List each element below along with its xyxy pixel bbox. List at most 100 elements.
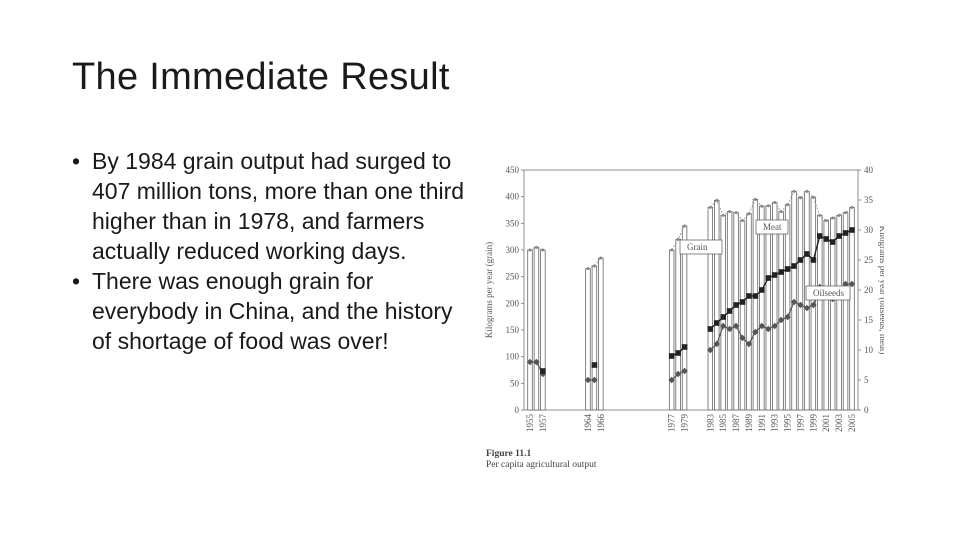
meat-point xyxy=(759,287,765,293)
grain-point xyxy=(837,213,841,217)
x-tick-label: 2003 xyxy=(834,414,844,433)
grain-bar xyxy=(707,206,714,411)
figure-caption-text: Per capita agricultural output xyxy=(486,460,597,470)
y2-tick-label: 40 xyxy=(864,165,874,175)
legend-grain-box xyxy=(679,239,723,255)
meat-point xyxy=(849,227,855,233)
x-tick-label: 1989 xyxy=(744,414,754,433)
x-tick-label: 1999 xyxy=(808,414,818,433)
grain-point xyxy=(592,264,596,268)
grain-bar xyxy=(527,249,533,411)
grain-bar xyxy=(836,214,842,411)
oilseeds-point xyxy=(707,346,714,354)
y-tick-label: 450 xyxy=(506,165,520,175)
y2-tick-label: 20 xyxy=(864,285,874,295)
y-tick-label: 250 xyxy=(506,272,520,282)
grain-point xyxy=(541,248,545,252)
meat-point xyxy=(836,233,842,239)
oilseeds-point xyxy=(810,301,817,309)
bullet-list: • By 1984 grain output had surged to 407… xyxy=(72,146,472,356)
meat-point xyxy=(842,230,849,236)
y2-tick-label: 35 xyxy=(864,195,874,205)
grain-point xyxy=(831,216,835,220)
grain-point xyxy=(741,219,745,223)
grain-bar xyxy=(829,217,836,411)
grain-point xyxy=(818,213,822,217)
meat-point xyxy=(668,353,675,359)
grain-point xyxy=(779,210,783,214)
grain-point xyxy=(676,237,680,241)
bullet-item: • By 1984 grain output had surged to 407… xyxy=(72,146,472,266)
meat-point xyxy=(804,251,810,257)
grain-bar xyxy=(784,204,791,411)
oilseeds-point xyxy=(533,358,540,366)
grain-bar xyxy=(746,213,752,411)
grain-point xyxy=(844,211,848,215)
grain-point xyxy=(586,267,590,271)
legend-meat-label: Meat xyxy=(763,222,782,232)
grain-point xyxy=(760,204,764,208)
y-tick-label: 200 xyxy=(506,298,520,308)
y-axis-label: Kilograms per year (grain) xyxy=(484,242,494,338)
meat-point xyxy=(810,257,817,263)
oilseeds-point xyxy=(732,322,740,330)
grain-point xyxy=(805,189,809,193)
bullet-text: By 1984 grain output had surged to 407 m… xyxy=(92,148,465,264)
x-tick-label: 1977 xyxy=(667,414,677,433)
legend-oilseeds-box xyxy=(805,285,851,301)
y-tick-label: 300 xyxy=(506,245,520,255)
grain-bar xyxy=(823,220,829,411)
y2-tick-label: 25 xyxy=(864,255,874,265)
grain-point xyxy=(786,203,790,207)
grain-point xyxy=(534,245,538,249)
y2-tick-label: 10 xyxy=(864,345,874,355)
oilseeds-point xyxy=(848,280,856,288)
meat-point xyxy=(771,272,778,278)
grain-point xyxy=(798,196,802,200)
x-tick-label: 1957 xyxy=(538,414,548,433)
meat-point xyxy=(713,320,720,326)
grain-point xyxy=(773,201,777,205)
oilseeds-point xyxy=(842,280,849,288)
meat-point xyxy=(540,368,546,374)
grain-bar xyxy=(765,205,771,411)
meat-point xyxy=(675,350,681,356)
y-tick-label: 50 xyxy=(510,378,520,388)
x-tick-label: 1991 xyxy=(757,414,767,432)
grain-point xyxy=(792,189,796,193)
meat-point xyxy=(829,239,836,245)
grain-point xyxy=(753,197,757,201)
x-tick-label: 1955 xyxy=(525,414,535,433)
grain-bar xyxy=(540,249,546,411)
grain-bar xyxy=(842,212,849,411)
meat-point xyxy=(791,263,797,269)
y-tick-label: 150 xyxy=(506,325,520,335)
x-tick-label: 1987 xyxy=(731,414,741,433)
grain-point xyxy=(715,198,719,202)
grain-bar xyxy=(778,211,784,411)
bullet-item: • There was enough grain for everybody i… xyxy=(72,266,472,356)
grain-point xyxy=(824,219,828,223)
meat-point xyxy=(746,293,752,299)
x-tick-label: 1979 xyxy=(680,414,690,433)
grain-bar xyxy=(533,246,540,411)
oilseeds-point xyxy=(713,340,721,348)
grain-point xyxy=(811,195,815,199)
bullet-marker: • xyxy=(72,268,81,294)
oilseeds-point xyxy=(526,358,534,366)
figure: 0 50 100 150 200 250 300 350 400 450 0 5 10 15 20 25 30 3… xyxy=(484,160,884,475)
meat-point xyxy=(591,362,598,368)
grain-point xyxy=(850,205,854,209)
grain-point xyxy=(670,248,674,252)
y-tick-label: 0 xyxy=(515,405,520,415)
grain-bar xyxy=(759,205,765,411)
x-tick-label: 1966 xyxy=(596,414,606,433)
y2-tick-label: 0 xyxy=(864,405,869,415)
grain-bar xyxy=(675,238,681,411)
grain-point xyxy=(683,224,687,228)
grain-bar xyxy=(849,206,855,411)
meat-point xyxy=(752,293,759,299)
slide-title: The Immediate Result xyxy=(72,56,450,98)
y2-axis-label: Kilograms per year (oilseeds, meat) xyxy=(878,226,884,355)
meat-point xyxy=(823,236,830,242)
